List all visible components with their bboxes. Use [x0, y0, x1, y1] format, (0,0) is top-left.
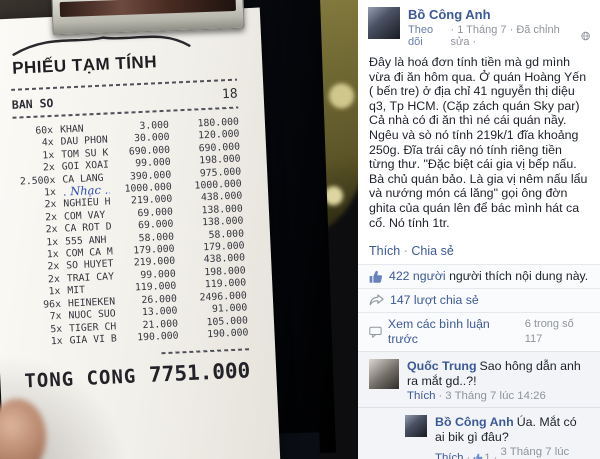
comment-text: Bồ Công Anh Úa. Mắt có ai bik gì đâu?: [435, 415, 577, 445]
meta-dot: ·: [493, 452, 498, 459]
receipt-paper: PHIẾU TẠM TÍNH BAN SO 18 60x KHAN 3.000 180…: [0, 7, 281, 459]
receipt-photo[interactable]: PHIẾU TẠM TÍNH BAN SO 18 60x KHAN 3.000 180…: [0, 0, 358, 459]
table-number: 18: [221, 86, 238, 103]
like-count-value: 1: [484, 452, 491, 459]
likes-suffix: người thích nội dung này.: [449, 269, 589, 284]
comment-timestamp: 3 Tháng 7 lúc 14:26: [445, 390, 546, 403]
commenter-name-link[interactable]: Bồ Công Anh: [435, 415, 514, 430]
post-text: Đây là hoá đơn tính tiền mà gd mình vừa …: [369, 55, 588, 230]
comment-item: Bồ Công Anh Úa. Mắt có ai bik gì đâu? Thíc…: [358, 407, 600, 459]
item-name: GIA VI BEP NAU: [69, 333, 117, 347]
commenter-avatar[interactable]: [405, 415, 427, 438]
author-avatar[interactable]: [368, 7, 400, 39]
follow-link[interactable]: Theo dõi: [408, 24, 434, 48]
comment-like-link[interactable]: Thích: [435, 452, 464, 459]
comment-like-link[interactable]: Thích: [407, 390, 436, 403]
comment-position-counter: 6 trong số 117: [524, 318, 574, 346]
small-thumb-icon: [473, 453, 483, 459]
comment-bubble-icon: [369, 326, 382, 338]
post-timestamp: · 1 Tháng 7 · Đã chỉnh sửa ·: [450, 24, 560, 48]
likes-count-link[interactable]: 422 người: [389, 269, 446, 284]
dashed-subtotal-divider: [161, 348, 250, 355]
view-previous-comments-link[interactable]: Xem các bình luận trước: [387, 317, 490, 347]
item-quantity: 1x: [50, 335, 63, 348]
meta-dot: ·: [438, 390, 443, 403]
comment-meta: Thích · 3 Tháng 7 lúc 14:26: [407, 390, 589, 402]
view-previous-comments-row: Xem các bình luận trước 6 trong số 117: [358, 312, 600, 352]
item-unit-price: 190.000: [137, 330, 179, 344]
post-action-row: Thích · Chia sẻ: [369, 244, 454, 259]
comment-like-count: 1: [473, 452, 491, 459]
restaurant-logo-swoosh: [12, 35, 191, 56]
meta-dot: ·: [466, 452, 471, 459]
comment-body: Quốc Trung Sao hông dẫn anh ra mắt gd..?!…: [407, 359, 589, 402]
shares-count-link[interactable]: 147 lượt chia sẻ: [390, 293, 479, 308]
post-header: Bồ Công Anh Theo dõi · 1 Tháng 7 · Đã ch…: [358, 0, 600, 52]
comments-section: Quốc Trung Sao hông dẫn anh ra mắt gd..?!…: [358, 351, 600, 459]
likes-stat-row: 422 người người thích nội dung này.: [358, 264, 600, 289]
globe-privacy-icon: [581, 31, 590, 41]
comment-item: Quốc Trung Sao hông dẫn anh ra mắt gd..?!…: [358, 352, 600, 407]
table-label: BAN SO: [11, 95, 54, 112]
commenter-name-link[interactable]: Quốc Trung: [407, 359, 477, 374]
total-value: 7751.000: [148, 358, 251, 388]
author-name-link[interactable]: Bồ Công Anh: [408, 7, 491, 22]
facebook-post-pane: Bồ Công Anh Theo dõi · 1 Tháng 7 · Đã ch…: [358, 0, 600, 459]
item-line-total: 190.000: [206, 327, 249, 341]
comment-text: Quốc Trung Sao hông dẫn anh ra mắt gd..?!: [407, 359, 581, 389]
bill-clip-stripe: [59, 0, 237, 18]
receipt-total-row: TONG CONG 7751.000: [24, 359, 251, 393]
comment-meta: Thích·1·3 Tháng 7 lúc 15:17: [435, 446, 589, 459]
comment-body: Bồ Công Anh Úa. Mắt có ai bik gì đâu? Thíc…: [435, 415, 589, 459]
like-link[interactable]: Thích: [369, 244, 401, 259]
total-label: TONG CONG: [23, 365, 137, 393]
receipt-items: 60x KHAN 3.000 180.000 4x DAU PHONG 30.000 120.…: [13, 117, 249, 350]
comment-timestamp: 3 Tháng 7 lúc 15:17: [500, 446, 570, 459]
share-link[interactable]: Chia sẻ: [411, 244, 454, 259]
thumbs-up-icon: [369, 270, 383, 283]
share-arrow-icon: [369, 294, 384, 306]
commenter-avatar[interactable]: [369, 359, 399, 390]
shares-stat-row: 147 lượt chia sẻ: [358, 288, 600, 313]
